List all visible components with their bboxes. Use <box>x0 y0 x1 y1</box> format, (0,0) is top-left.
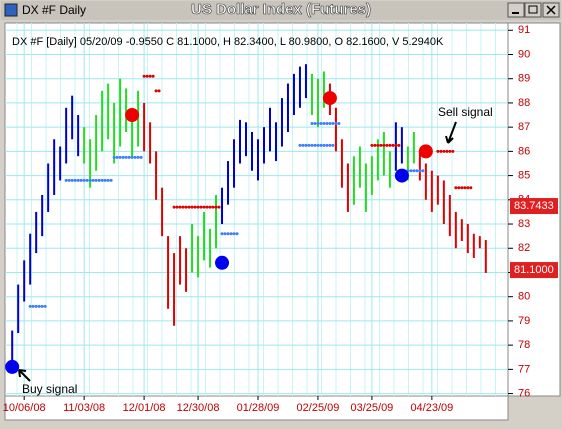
x-tick-label: 12/30/08 <box>177 402 220 414</box>
maximize-button[interactable] <box>524 2 542 18</box>
signal-dot <box>125 108 140 123</box>
x-tick-label: 02/25/09 <box>297 402 340 414</box>
grid: 7677787980818283848586878889909110/06/08… <box>3 23 558 414</box>
x-tick-label: 10/06/08 <box>3 402 46 414</box>
price-label-box <box>510 198 558 215</box>
y-tick-label: 85 <box>518 169 530 181</box>
y-tick-label: 79 <box>518 315 530 327</box>
date-axis <box>4 395 509 421</box>
minimize-button[interactable] <box>507 2 525 18</box>
signal-dot <box>322 91 337 106</box>
y-tick-label: 78 <box>518 339 530 351</box>
x-tick-label: 01/28/09 <box>237 402 280 414</box>
sell-annotation: Sell signal <box>438 105 493 119</box>
y-tick-label: 82 <box>518 242 530 254</box>
x-tick-label: 12/01/08 <box>123 402 166 414</box>
buy-arrow <box>18 369 31 382</box>
y-tick-label: 86 <box>518 145 530 157</box>
y-tick-label: 80 <box>518 291 530 303</box>
plot-area <box>4 22 509 397</box>
marks <box>5 64 487 374</box>
y-tick-label: 87 <box>518 121 530 133</box>
signal-dot <box>215 255 230 270</box>
signal-dot <box>418 144 433 159</box>
x-tick-label: 04/23/09 <box>410 402 453 414</box>
price-label: 81.1000 <box>514 264 554 276</box>
x-tick-label: 11/03/08 <box>63 402 105 414</box>
buy-annotation: Buy signal <box>22 382 77 396</box>
price-label-box <box>510 262 558 279</box>
close-button[interactable] <box>542 2 560 18</box>
app-icon <box>4 3 18 17</box>
info-line: DX #F [Daily] 05/20/09 -0.9550 C 81.1000… <box>12 36 444 48</box>
y-tick-label: 91 <box>518 24 530 36</box>
signal-dot <box>5 359 20 374</box>
y-tick-label: 83 <box>518 218 530 230</box>
y-tick-label: 77 <box>518 363 530 375</box>
signal-dot <box>394 168 409 183</box>
y-tick-label: 88 <box>518 97 530 109</box>
window-title: DX #F Daily <box>22 3 86 17</box>
y-tick-label: 90 <box>518 48 530 60</box>
price-label: 83.7433 <box>514 200 554 212</box>
title-bar <box>1 1 561 20</box>
chart-title: US Dollar Index (Futures) <box>191 1 371 18</box>
sell-arrow <box>445 121 457 144</box>
x-tick-label: 03/25/09 <box>350 402 393 414</box>
y-tick-label: 76 <box>518 387 530 399</box>
y-tick-label: 89 <box>518 73 530 85</box>
